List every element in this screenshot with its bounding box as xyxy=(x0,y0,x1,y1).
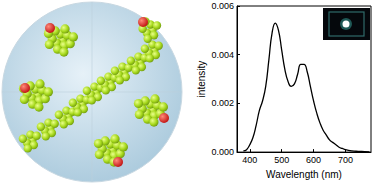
svg-text:0.000: 0.000 xyxy=(211,147,234,157)
svg-text:600: 600 xyxy=(306,155,321,165)
svg-text:500: 500 xyxy=(274,155,289,165)
svg-text:0.006: 0.006 xyxy=(211,1,234,11)
svg-text:Wavelength (nm): Wavelength (nm) xyxy=(266,169,342,180)
svg-text:700: 700 xyxy=(338,155,353,165)
svg-text:0.004: 0.004 xyxy=(211,50,234,60)
svg-text:intensity: intensity xyxy=(196,61,207,98)
svg-text:400: 400 xyxy=(242,155,257,165)
svg-text:0.002: 0.002 xyxy=(211,98,234,108)
